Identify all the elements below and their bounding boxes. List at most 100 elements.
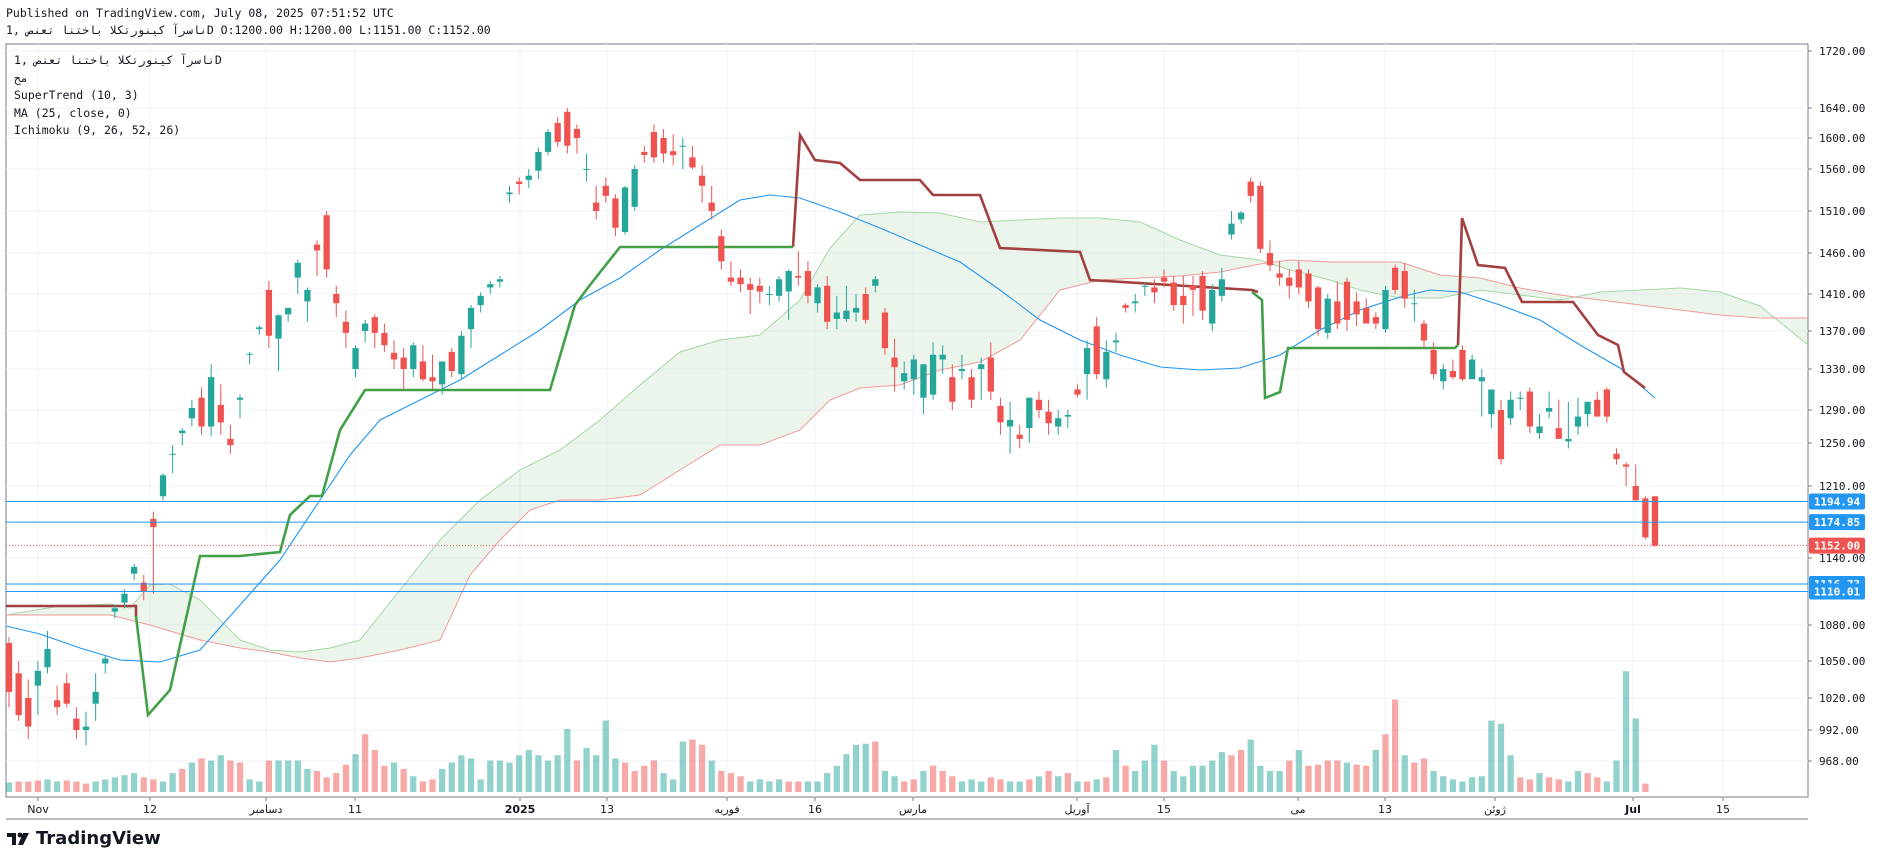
volume-bar (862, 743, 869, 792)
ichimoku-cloud (6, 212, 1808, 662)
price-label-line[interactable]: 1174.85 (1809, 514, 1865, 531)
price-label-line[interactable]: 1194.94 (1809, 493, 1865, 510)
candle-body (390, 352, 398, 360)
volume-bar (419, 781, 427, 792)
candle-body (1151, 287, 1158, 293)
candle-body (641, 151, 648, 156)
volume-bar (439, 768, 446, 792)
volume-bar (978, 781, 985, 792)
candle-body (179, 430, 186, 434)
candle-body (1103, 351, 1110, 380)
volume-bar (535, 755, 542, 792)
candle-body (602, 185, 609, 196)
candle-body (891, 357, 898, 368)
volume-bar (583, 747, 590, 792)
legend-supertrend[interactable]: SuperTrend (10, 3) (14, 88, 139, 102)
candle-body (1555, 428, 1562, 439)
candle-body (256, 327, 263, 330)
volume-bar (15, 781, 22, 792)
candle-body (1132, 301, 1139, 304)
x-tick-label: 15 (1716, 803, 1730, 816)
candle-body (987, 357, 994, 392)
y-tick-label: 1370.00 (1819, 325, 1865, 338)
candle-body (535, 151, 542, 171)
candle-body (1209, 289, 1216, 324)
candle-body (910, 359, 917, 380)
candle-body (1074, 389, 1081, 395)
tradingview-brand[interactable]: TradingView (6, 828, 161, 849)
candle-body (313, 244, 321, 251)
volume-bar (304, 768, 311, 792)
candle-body (381, 332, 388, 346)
legend-ichimoku[interactable]: Ichimoku (9, 26, 52, 26) (14, 123, 181, 137)
candle-body (1064, 414, 1071, 417)
volume-bar (275, 760, 282, 792)
candle-body (1286, 277, 1293, 286)
candle-body (294, 262, 301, 278)
plot-area (5, 43, 1809, 798)
volume-bar (1286, 760, 1293, 792)
volume-bar (1545, 777, 1553, 792)
candle-body (939, 354, 946, 360)
candle-body (785, 271, 792, 292)
price-label-last[interactable]: 1152.00 (1809, 537, 1865, 554)
legend-ma[interactable]: MA (25, close, 0) (14, 105, 132, 120)
candle-body (1622, 464, 1630, 467)
volume-bar (1449, 779, 1456, 792)
candle-body (843, 310, 850, 319)
candle-body (1160, 277, 1168, 282)
volume-bar (1122, 765, 1129, 792)
volume-bar (400, 768, 407, 792)
volume-bar (1401, 755, 1408, 792)
volume-bar (660, 773, 667, 792)
volume-bar (1295, 750, 1302, 792)
candle-body (131, 566, 138, 574)
candle-body (1478, 377, 1485, 382)
x-tick-label: 12 (143, 803, 157, 816)
candle-body (111, 608, 119, 612)
candle-body (650, 132, 658, 158)
candle-body (198, 397, 205, 427)
candle-body (775, 279, 783, 296)
candle-body (217, 404, 224, 423)
candle-body (949, 377, 956, 402)
candle-body (246, 353, 253, 355)
y-tick-label: 1210.00 (1819, 480, 1865, 493)
volume-bar (111, 777, 119, 792)
volume-bar (131, 773, 138, 792)
volume-bar (1045, 771, 1052, 792)
candle-body (872, 279, 879, 286)
y-tick-label: 1140.00 (1819, 552, 1865, 565)
x-tick-label: می (1290, 803, 1305, 816)
candle-body (487, 284, 494, 288)
candle-body (1045, 411, 1052, 424)
candle-body (5, 643, 13, 692)
volume-bar (198, 758, 205, 792)
candle-body (121, 593, 128, 603)
volume-bar (1093, 779, 1100, 792)
volume-bar (1257, 765, 1264, 792)
volume-bar (34, 780, 42, 792)
volume-bar (1305, 765, 1312, 792)
volume-bar (1517, 777, 1524, 792)
candle-body (496, 279, 504, 282)
candle-body (236, 397, 244, 400)
candle-body (159, 475, 167, 497)
volume-bar (1237, 750, 1245, 792)
moving-average-line (5, 194, 1656, 663)
candle-body (1642, 498, 1649, 538)
candle-body (1613, 453, 1620, 460)
volume-bar (1613, 760, 1620, 792)
volume-bar (949, 776, 956, 792)
volume-bar (1411, 762, 1418, 792)
candle-body (1430, 350, 1437, 375)
candle-body (1218, 279, 1225, 296)
candle-body (352, 348, 359, 369)
ichimoku-span-a (5, 211, 1809, 653)
candle-body (285, 307, 292, 315)
candle-body (1199, 275, 1206, 311)
volume-bar (650, 760, 658, 792)
legend-symbol[interactable]: ناسرآ کینورتکلا باختنا تعنص ,1D (14, 53, 222, 67)
price-label-line[interactable]: 1110.01 (1809, 583, 1865, 600)
